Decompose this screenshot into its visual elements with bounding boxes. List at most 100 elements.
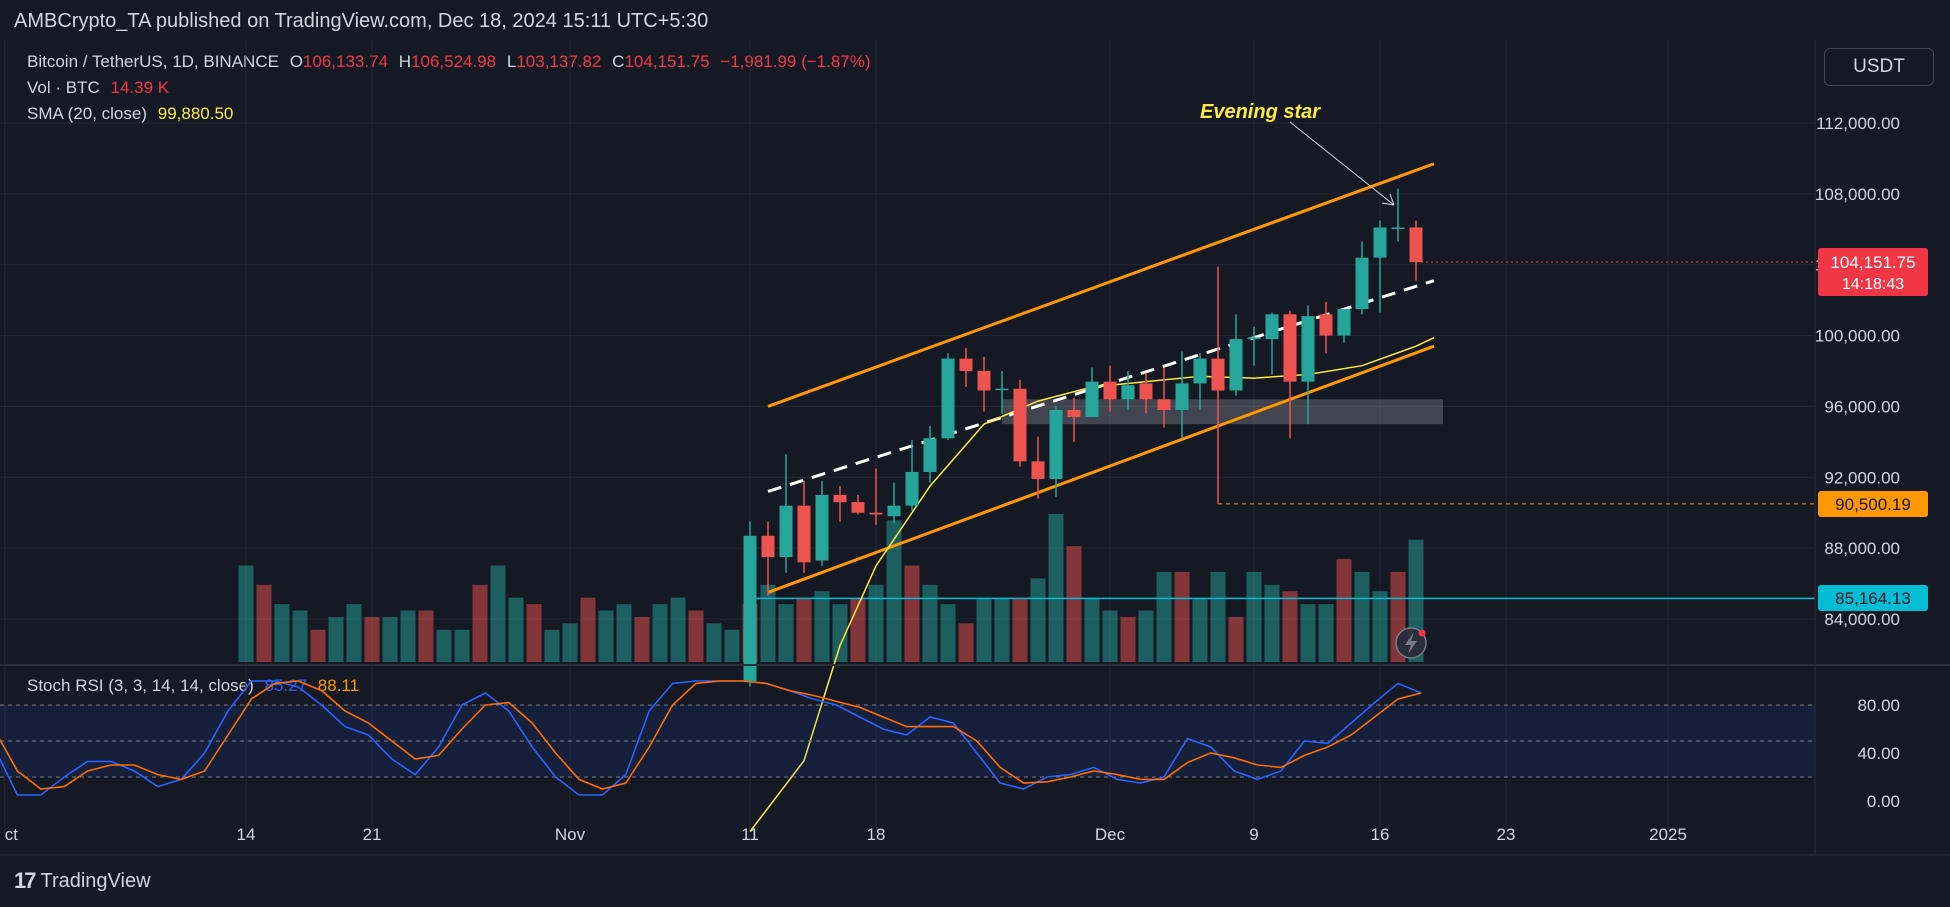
volume-bar: [760, 584, 776, 662]
annotation-arrow: [1289, 121, 1395, 206]
candle-body: [1193, 358, 1207, 384]
candle-body: [1067, 409, 1081, 418]
candle-body: [851, 502, 865, 513]
candle-body: [995, 388, 1009, 391]
candle-body: [779, 505, 793, 557]
evening-star-annotation: Evening star: [1200, 101, 1321, 123]
volume-bar: [994, 597, 1010, 662]
sma-value: 99,880.50: [157, 104, 234, 123]
currency-button[interactable]: USDT: [1824, 48, 1934, 86]
volume-bar: [1120, 616, 1136, 662]
volume-bar: [706, 623, 722, 662]
volume-label: Vol · BTC: [27, 78, 100, 97]
volume-bar: [454, 629, 470, 662]
candle-body: [815, 495, 829, 561]
volume-bar: [1192, 597, 1208, 662]
candle-body: [1391, 227, 1405, 230]
time-tick-label: Nov: [555, 825, 586, 844]
channel-upper: [767, 162, 1435, 408]
candle-body: [1175, 383, 1189, 410]
volume-bar: [1264, 584, 1280, 662]
volume-bar: [1246, 571, 1262, 662]
channel-lower: [767, 344, 1435, 594]
volume-bar: [274, 604, 290, 662]
volume-bar: [1282, 591, 1298, 662]
candle-body: [1355, 257, 1369, 309]
volume-bar: [472, 584, 488, 662]
candles: [743, 188, 1423, 687]
candle-body: [941, 358, 955, 439]
grid: [0, 40, 1815, 840]
volume-bar: [688, 610, 704, 662]
volume-bar: [778, 604, 794, 662]
volume-bar: [238, 565, 254, 662]
candle-body: [1013, 388, 1027, 462]
candle-body: [1031, 461, 1045, 480]
volume-bar: [652, 604, 668, 662]
volume-bar: [1156, 571, 1172, 662]
time-tick-label: 2025: [1649, 825, 1687, 844]
publisher-line: AMBCrypto_TA published on TradingView.co…: [14, 10, 709, 32]
candle-body: [1319, 314, 1333, 336]
level-1-text: 90,500.19: [1835, 495, 1911, 514]
stoch-d-line: [0, 680, 1422, 790]
volume-bar: [400, 610, 416, 662]
change-value: −1,981.99 (−1.87%): [720, 52, 871, 71]
time-tick-label: 21: [363, 825, 382, 844]
candle-body: [923, 438, 937, 472]
volume-bar: [1048, 514, 1064, 662]
snapshot-icon[interactable]: [1395, 627, 1427, 659]
volume-bar: [1228, 616, 1244, 662]
candle-body: [833, 495, 847, 503]
volume-bar: [724, 629, 740, 662]
symbol-legend: Bitcoin / TetherUS, 1D, BINANCE O106,133…: [27, 52, 877, 72]
volume-bar: [814, 591, 830, 662]
volume-bar: [526, 604, 542, 662]
level-2-badge: [1818, 585, 1928, 611]
annotation-arrowhead: [1381, 193, 1395, 206]
candle-body: [887, 505, 901, 517]
sma-label: SMA (20, close): [27, 104, 147, 123]
volume-bar: [490, 565, 506, 662]
candle-body: [1229, 339, 1243, 391]
stoch-tick-label: 0.00: [1867, 792, 1900, 811]
price-tick-label: 112,000.00: [1816, 114, 1900, 133]
last-price-text: 104,151.75: [1830, 253, 1915, 272]
countdown-text: 14:18:43: [1842, 276, 1904, 293]
volume-bar: [364, 616, 380, 662]
volume-bar: [328, 616, 344, 662]
volume-bar: [1012, 597, 1028, 662]
sma-legend: SMA (20, close) 99,880.50: [27, 104, 239, 124]
volume-bar: [1318, 604, 1334, 662]
volume-bar: [1354, 571, 1370, 662]
close-value: 104,151.75: [624, 52, 710, 71]
candle-body: [743, 535, 757, 681]
volume-bar: [670, 597, 686, 662]
candle-body: [1373, 227, 1387, 258]
candle-body: [1337, 309, 1351, 336]
tradingview-logo-icon: 17: [14, 868, 37, 893]
tradingview-logo[interactable]: 17 TradingView: [14, 868, 151, 894]
volume-bar: [922, 584, 938, 662]
candle-body: [1085, 381, 1099, 418]
candle-body: [1139, 383, 1153, 400]
volume-bar: [346, 604, 362, 662]
stoch-tick-label: 40.00: [1857, 744, 1900, 763]
candle-body: [1103, 381, 1117, 400]
open-label: O: [289, 52, 303, 71]
time-tick-label: ct: [5, 825, 18, 844]
volume-bar: [1174, 571, 1190, 662]
candle-body: [1121, 385, 1135, 400]
stoch-rsi-panel: [0, 680, 1815, 796]
volume-bar: [886, 520, 902, 662]
level-2-text: 85,164.13: [1835, 589, 1911, 608]
candle-body: [1409, 227, 1423, 263]
price-badges: 104,151.75 14:18:43 90,500.19 85,164.13: [1818, 248, 1928, 611]
time-tick-label: Dec: [1095, 825, 1126, 844]
volume-bar: [634, 616, 650, 662]
stoch-label: Stoch RSI (3, 3, 14, 14, close): [27, 676, 254, 695]
time-tick-label: 9: [1249, 825, 1258, 844]
candle-body: [905, 471, 919, 506]
volume-bar: [1102, 610, 1118, 662]
